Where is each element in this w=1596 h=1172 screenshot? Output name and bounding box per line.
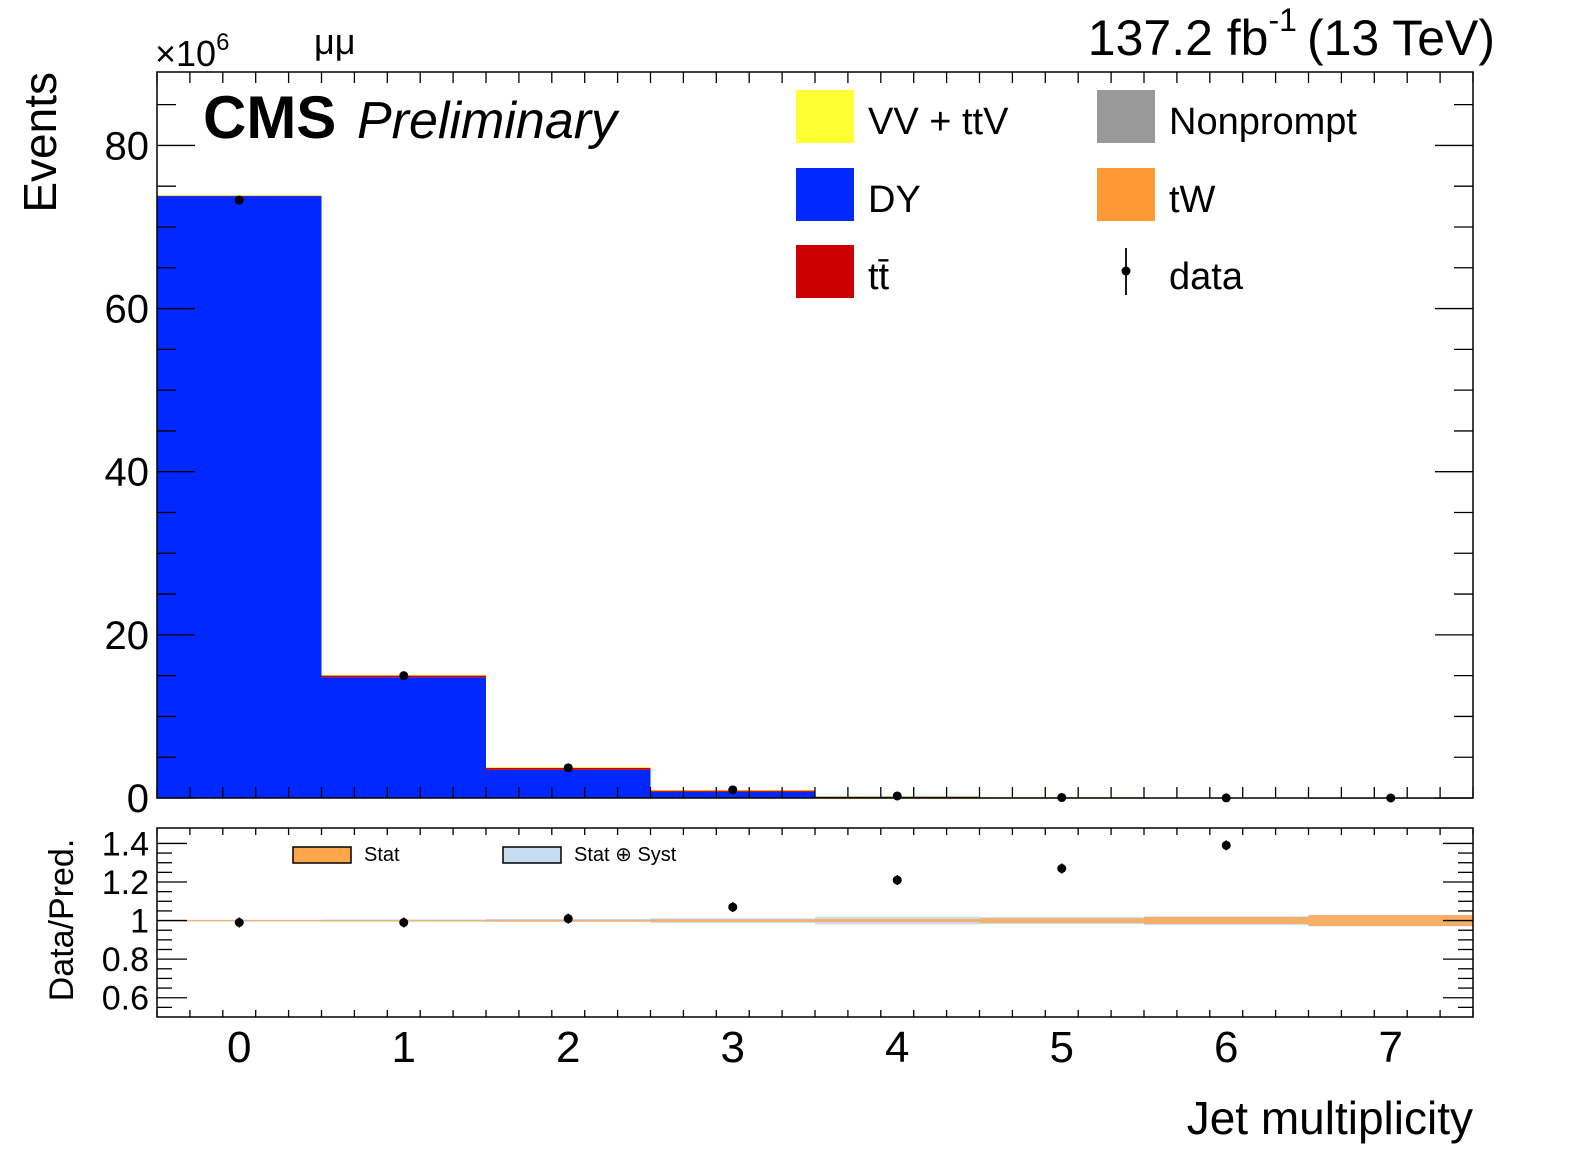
ratio-point-6 (1221, 840, 1231, 850)
legend: VV + ttV Nonprompt DY tW tt̄ data (796, 90, 1357, 298)
stat-band-6 (1144, 917, 1309, 925)
cms-label: CMS (203, 84, 336, 151)
x-tick-labels: 0 1 2 3 4 5 6 7 (227, 1023, 1403, 1072)
main-plot-frame (156, 71, 1474, 799)
ratio-y-tick-label: 1.4 (102, 825, 149, 863)
ratio-plot-frame (156, 827, 1474, 1018)
ratio-point-1 (399, 918, 409, 927)
bar-dy-1 (321, 677, 486, 798)
lumi-label: 137.2 fb-1 (13 TeV) (1088, 2, 1495, 66)
y-tick-label: 20 (105, 614, 150, 658)
legend-label-tw: tW (1169, 179, 1216, 221)
ratio-point-4 (892, 875, 902, 885)
data-point-0 (234, 195, 244, 205)
stat-band-3 (650, 919, 815, 922)
legend-data-marker (1121, 266, 1131, 276)
ratio-point-0 (234, 918, 244, 927)
ratio-legend-syst-label: Stat ⊕ Syst (574, 844, 677, 866)
ratio-point-3 (728, 902, 738, 912)
data-point-4 (892, 791, 902, 801)
y-tick-label: 80 (105, 124, 150, 168)
y-tick-label: 0 (127, 777, 149, 821)
y-multiplier-exp: 6 (216, 29, 229, 56)
bar-vvttv-0 (157, 195, 322, 196)
legend-label-tt: tt̄ (868, 256, 890, 298)
legend-label-dy: DY (868, 179, 921, 221)
legend-swatch-dy (796, 168, 854, 221)
bar-dy-2 (486, 769, 651, 798)
x-tick-label: 2 (556, 1023, 580, 1072)
bar-dy-0 (157, 195, 322, 798)
ratio-y-axis-title: Data/Pred. (43, 839, 81, 1002)
ratio-point-2 (563, 914, 573, 924)
legend-label-nonprompt: Nonprompt (1169, 101, 1357, 143)
ratio-legend-stat-swatch (292, 846, 352, 864)
ratio-legend-stat-label: Stat (364, 844, 400, 866)
x-tick-label: 3 (721, 1023, 745, 1072)
y-axis-title: Events (14, 72, 66, 213)
stat-band-7 (1308, 915, 1473, 926)
y-tick-label: 40 (105, 451, 150, 495)
x-tick-label: 0 (227, 1023, 251, 1072)
ratio-y-tick-label: 1.2 (102, 864, 149, 902)
ratio-legend-syst-swatch (502, 846, 562, 864)
ratio-legend: Stat Stat ⊕ Syst (292, 844, 677, 866)
x-tick-label: 1 (392, 1023, 416, 1072)
stat-band-5 (979, 918, 1144, 923)
y-multiplier-base: ×10 (155, 33, 216, 74)
y-tick-label: 60 (105, 288, 150, 332)
x-axis-title: Jet multiplicity (1187, 1092, 1473, 1144)
ratio-y-tick-label: 1 (130, 903, 149, 941)
legend-swatch-nonprompt (1097, 90, 1155, 143)
lumi-energy: (13 TeV) (1307, 10, 1495, 66)
legend-label-vvttv: VV + ttV (868, 101, 1009, 143)
legend-swatch-tt (796, 245, 854, 298)
x-tick-label: 7 (1379, 1023, 1403, 1072)
legend-swatch-tw (1097, 168, 1155, 221)
y-multiplier: ×106 (155, 29, 229, 74)
legend-swatch-vvttv (796, 90, 854, 143)
ratio-data-points (234, 840, 1231, 928)
lumi-exp: -1 (1268, 2, 1296, 38)
x-tick-label: 6 (1214, 1023, 1238, 1072)
data-point-2 (563, 763, 573, 773)
data-point-1 (399, 671, 409, 681)
channel-label: μμ (314, 21, 355, 62)
lumi-value: 137.2 fb (1088, 10, 1269, 66)
bar-dy-3 (650, 791, 815, 798)
stat-band-4 (815, 919, 980, 923)
preliminary-label: Preliminary (357, 92, 620, 150)
ratio-point-5 (1057, 864, 1067, 873)
x-tick-label: 4 (885, 1023, 909, 1072)
ratio-y-tick-label: 0.6 (102, 980, 149, 1018)
ratio-y-tick-label: 0.8 (102, 941, 149, 979)
legend-label-data: data (1169, 256, 1244, 298)
ratio-uncertainty-bands (157, 914, 1473, 927)
data-point-3 (728, 785, 738, 795)
x-tick-label: 5 (1050, 1023, 1074, 1072)
